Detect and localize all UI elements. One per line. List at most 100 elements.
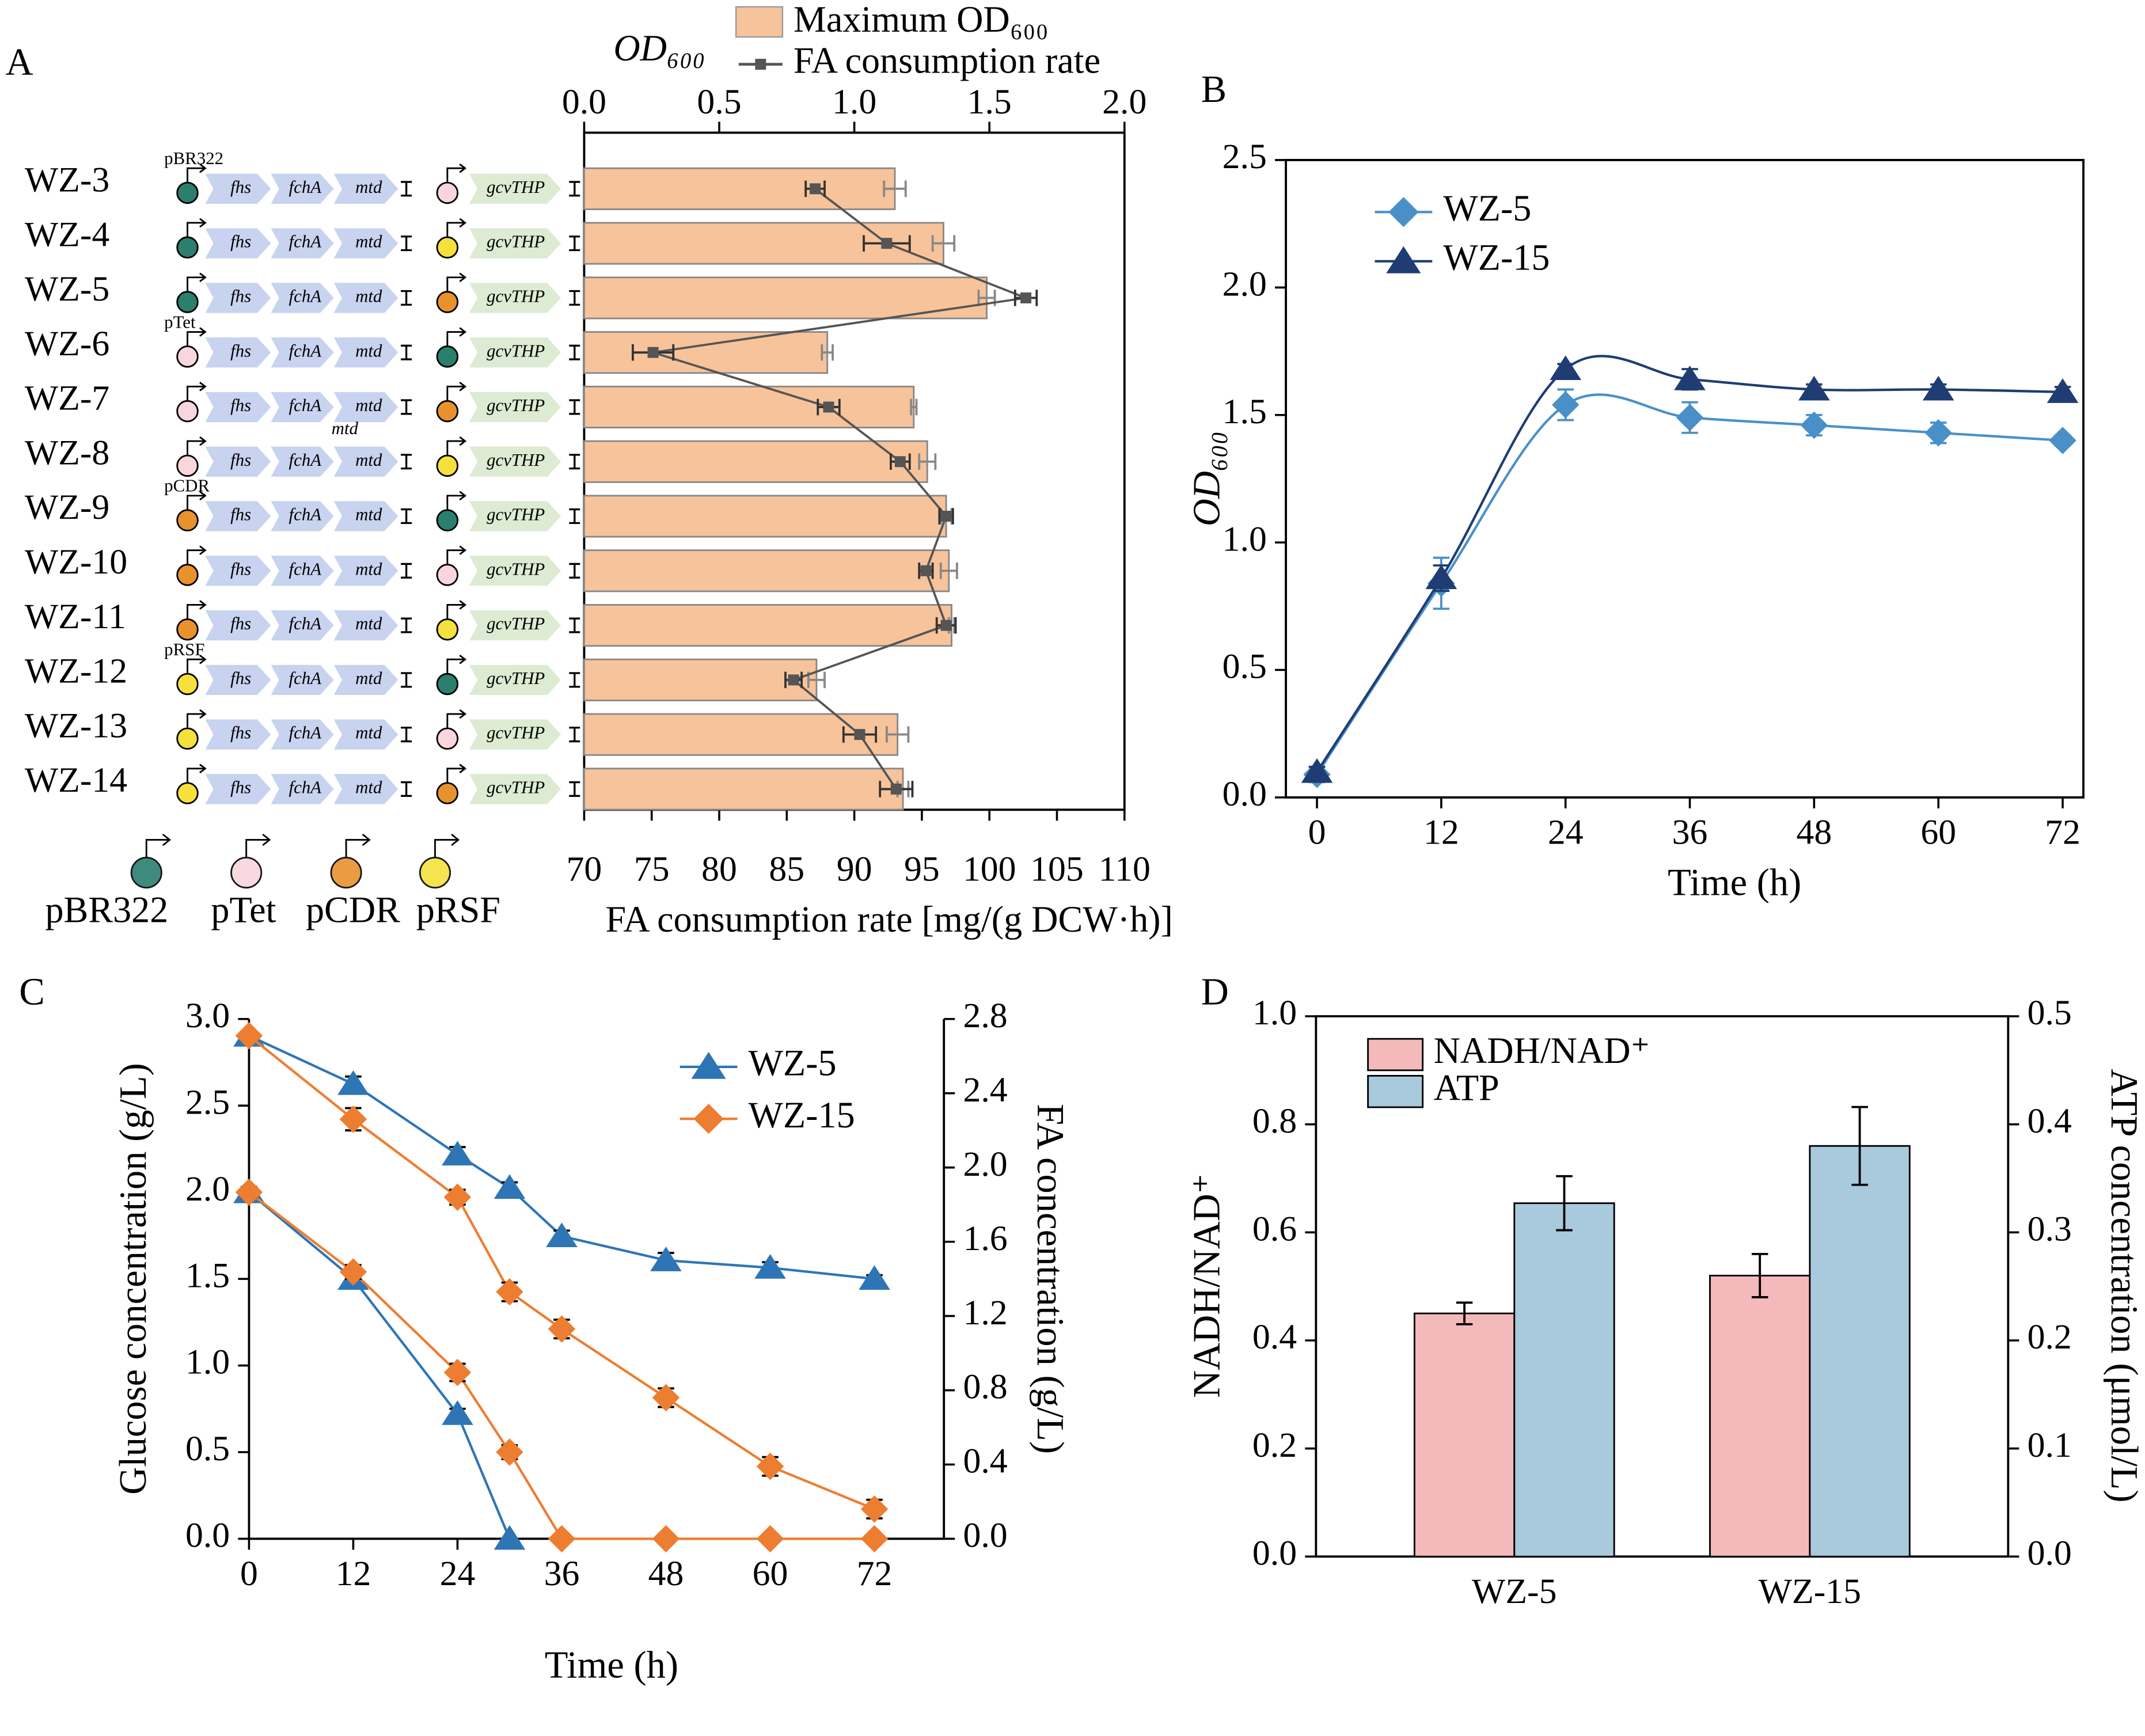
error-bar	[821, 344, 834, 361]
gene-arrow	[271, 719, 334, 750]
legend-promoter	[230, 857, 263, 889]
data-point	[2047, 378, 2079, 403]
separator	[569, 508, 580, 525]
data-line	[652, 188, 1030, 790]
promoter	[176, 727, 199, 750]
gene-label: gcvTHP	[487, 395, 545, 415]
gene-arrow	[333, 556, 398, 586]
gene-label: mtd	[355, 613, 382, 633]
gene-arrow	[333, 446, 398, 477]
x-tick-label: 12	[336, 1554, 371, 1593]
separator	[401, 563, 412, 579]
data-point	[823, 401, 834, 413]
panel-label: C	[19, 971, 44, 1013]
data-point	[493, 1174, 526, 1199]
gene-label: gcvTHP	[487, 668, 545, 688]
y2-axis-label: ATP concentration (μmol/L)	[2103, 1069, 2145, 1502]
data-point	[1550, 355, 1582, 381]
y-tick-label: 0.0	[1252, 1534, 1297, 1573]
y2-tick-label: 2.8	[963, 996, 1007, 1035]
separator	[401, 399, 412, 415]
promoter-arrow	[187, 436, 207, 456]
x-tick-label: 36	[544, 1554, 580, 1593]
promoter-arrow	[187, 545, 207, 565]
gene-arrow	[333, 337, 398, 368]
promoter	[436, 345, 459, 368]
y2-tick-label: 0.0	[2028, 1534, 2072, 1573]
gene-arrow	[333, 774, 398, 804]
gene-arrow	[271, 446, 334, 477]
legend-swatch	[1367, 1038, 1424, 1072]
gene-label: fchA	[289, 668, 322, 688]
x-tick-label: 75	[634, 850, 670, 889]
error-bar	[1556, 1175, 1573, 1232]
separator	[569, 344, 580, 360]
promoter	[176, 618, 199, 641]
data-point	[339, 1106, 367, 1133]
legend-promoter	[419, 857, 451, 889]
legend-label: NADH/NAD⁺	[1434, 1030, 1650, 1071]
data-point	[442, 1141, 473, 1166]
x-tick-label: 24	[1548, 813, 1584, 852]
data-point	[940, 511, 952, 522]
gene-arrow	[469, 446, 561, 477]
gene-arrow	[469, 392, 561, 423]
gene-label: gcvTHP	[487, 286, 545, 306]
gene-arrow	[205, 501, 271, 531]
legend-label: WZ-5	[1443, 188, 1531, 229]
y-tick-label: 1.0	[185, 1343, 230, 1382]
error-bar	[883, 180, 907, 197]
promoter-arrow	[187, 163, 207, 183]
gene-label: mtd	[355, 450, 382, 470]
category-label: WZ-8	[25, 433, 109, 472]
gene-label: gcvTHP	[487, 450, 545, 470]
y-tick-label: 0.8	[1252, 1101, 1297, 1141]
gene-arrow	[205, 228, 271, 259]
data-point	[1551, 391, 1580, 419]
data-line	[1316, 355, 2063, 773]
gene-arrow	[205, 392, 271, 423]
bar	[1513, 1202, 1615, 1558]
separator	[401, 617, 412, 633]
bar	[583, 495, 947, 538]
axes-frame	[1285, 159, 2085, 799]
legend-label: pRSF	[416, 890, 500, 930]
error-bar	[1851, 1106, 1868, 1186]
y-tick-label: 0.6	[1252, 1210, 1297, 1249]
category-label: WZ-12	[25, 652, 127, 691]
y-tick-label: 0.5	[185, 1429, 230, 1468]
promoter-arrow	[187, 654, 207, 674]
x-tick-label: 72	[2045, 813, 2081, 852]
data-line	[248, 1191, 875, 1540]
gene-label: mtd	[355, 668, 382, 688]
gene-arrow	[333, 610, 398, 641]
bar	[583, 549, 950, 592]
bar	[583, 167, 896, 210]
y2-tick-label: 0.4	[2028, 1101, 2072, 1141]
legend-promoter-arrow	[345, 833, 371, 858]
x-axis-label: Time (h)	[545, 1644, 678, 1686]
data-point	[496, 1278, 523, 1306]
promoter	[436, 564, 459, 586]
separator	[569, 399, 580, 415]
legend-label: pTet	[211, 890, 276, 930]
gene-label: fchA	[289, 613, 322, 633]
separator	[401, 344, 412, 360]
y-tick-label: 0.5	[1223, 647, 1267, 686]
x2-tick-label: 0.0	[562, 82, 606, 121]
gene-arrow	[271, 556, 334, 586]
error-bar	[886, 726, 910, 743]
data-point	[894, 456, 906, 468]
gene-label: mtd	[355, 723, 382, 743]
promoter	[436, 181, 459, 204]
y2-tick-label: 0.2	[2028, 1317, 2072, 1357]
data-point	[235, 1178, 263, 1206]
separator	[401, 781, 412, 797]
separator	[569, 781, 580, 797]
gene-arrow	[469, 664, 561, 695]
promoter	[436, 236, 459, 259]
promoter-arrow	[187, 709, 207, 728]
data-point	[859, 1265, 890, 1290]
legend-label: FA consumption rate	[794, 40, 1100, 81]
